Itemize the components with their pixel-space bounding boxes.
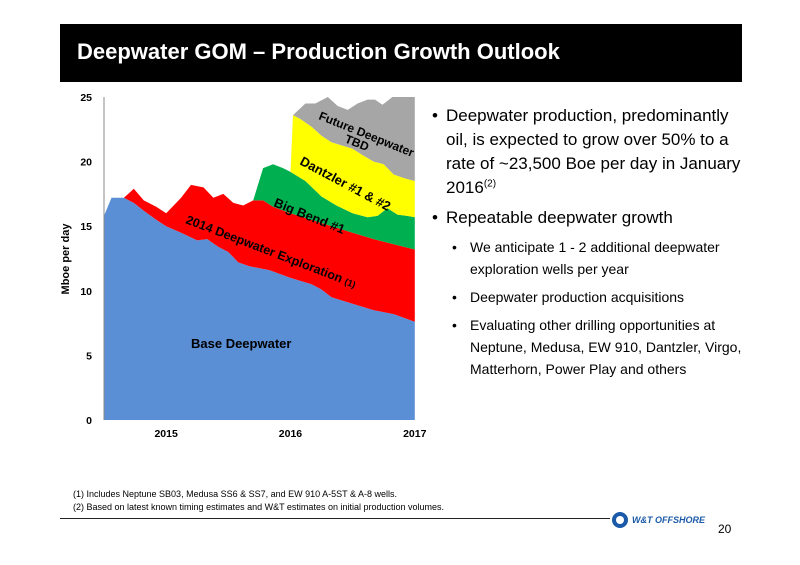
sub-bullet-text: Evaluating other drilling opportunities … — [470, 317, 742, 377]
y-tick-label: 25 — [80, 92, 92, 104]
bullet-dot: • — [432, 106, 438, 125]
page-number: 20 — [718, 522, 732, 536]
sub-bullet-text: We anticipate 1 - 2 additional deepwater… — [470, 239, 720, 277]
bullet-dot: • — [432, 208, 438, 227]
y-tick-label: 20 — [80, 157, 92, 169]
sub-bullet-text: Deepwater production acquisitions — [470, 289, 685, 305]
y-tick-label: 0 — [86, 415, 92, 427]
footnote: (2) Based on latest known timing estimat… — [73, 502, 445, 512]
sub-bullet-item: • We anticipate 1 - 2 additional deepwat… — [430, 236, 750, 280]
x-tick-label: 2015 — [154, 428, 178, 440]
y-tick-label: 10 — [80, 286, 92, 298]
bullet-list: • Deepwater production, predominantly oi… — [430, 104, 750, 380]
bullet-dot: • — [452, 239, 457, 255]
bullet-item: • Deepwater production, predominantly oi… — [430, 104, 750, 200]
bullet-text: Repeatable deepwater growth — [446, 208, 673, 227]
area-base-deepwater — [104, 197, 415, 420]
footnotes: (1) Includes Neptune SB03, Medusa SS6 & … — [73, 488, 444, 514]
footer-rule — [60, 518, 610, 519]
logo-text: W&T OFFSHORE — [632, 515, 705, 525]
bullet-dot: • — [452, 317, 457, 333]
bullet-dot: • — [452, 289, 457, 305]
company-logo: W&T OFFSHORE — [612, 510, 705, 530]
area-2014-deepwater-exploration — [123, 184, 415, 322]
y-tick-label: 5 — [86, 350, 92, 362]
title-bar: Deepwater GOM – Production Growth Outloo… — [60, 24, 742, 82]
sub-bullet-item: • Evaluating other drilling opportunitie… — [430, 314, 750, 380]
bullet-text: Deepwater production, predominantly oil,… — [446, 106, 741, 197]
x-tick-label: 2017 — [403, 428, 427, 440]
logo-icon — [612, 512, 628, 528]
page-title: Deepwater GOM – Production Growth Outloo… — [77, 39, 560, 64]
bullet-item: • Repeatable deepwater growth — [430, 206, 750, 230]
y-tick-label: 15 — [80, 221, 92, 233]
bullet-footnote-ref: (2) — [483, 178, 497, 190]
area-future-deepwater-tbd — [293, 97, 415, 181]
x-tick-label: 2016 — [279, 428, 303, 440]
area-dantzler-1-2 — [290, 115, 415, 218]
area-big-bend-1 — [253, 164, 415, 250]
sub-bullet-item: • Deepwater production acquisitions — [430, 286, 750, 308]
label-base-deepwater: Base Deepwater — [191, 336, 291, 351]
production-chart: 0 5 10 15 20 25 2015 2016 2017 Mboe per day Base… — [60, 92, 427, 440]
footnote: (1) Includes Neptune SB03, Medusa SS6 & … — [73, 489, 398, 499]
ylabel: Mboe per day — [60, 223, 72, 295]
